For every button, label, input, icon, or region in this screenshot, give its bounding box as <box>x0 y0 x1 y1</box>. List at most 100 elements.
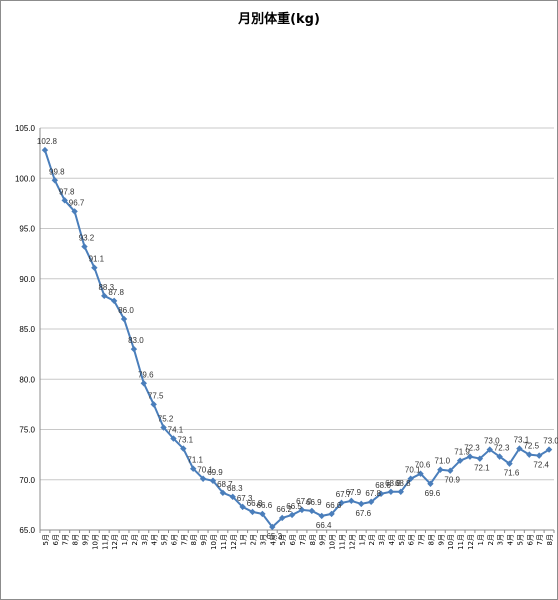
data-point <box>61 197 68 204</box>
data-point <box>170 435 177 442</box>
data-point <box>516 445 523 452</box>
data-label: 66.2 <box>276 505 292 514</box>
data-point <box>120 315 128 323</box>
x-tick-label: 1月 <box>240 534 248 545</box>
data-label: 65.3 <box>266 532 282 541</box>
data-point <box>269 523 276 531</box>
y-tick-label: 70.0 <box>19 476 35 485</box>
data-label: 66.4 <box>316 521 332 530</box>
data-point <box>81 243 88 250</box>
x-tick-label: 1月 <box>358 534 366 545</box>
data-label: 71.1 <box>187 456 203 465</box>
x-tick-label: 9月 <box>437 534 445 545</box>
data-label: 69.9 <box>207 468 223 477</box>
x-tick-label: 4月 <box>507 534 515 545</box>
x-tick-label: 6月 <box>52 534 60 545</box>
x-tick-label: 11月 <box>101 534 109 550</box>
y-tick-label: 80.0 <box>19 375 35 384</box>
data-point <box>259 510 266 518</box>
data-point <box>239 503 246 511</box>
data-label: 73.0 <box>543 437 558 446</box>
data-label: 70.1 <box>405 466 421 475</box>
data-point <box>41 146 49 154</box>
data-label: 75.2 <box>158 414 174 423</box>
data-point <box>456 457 464 464</box>
y-tick-label: 85.0 <box>19 325 35 334</box>
data-point <box>51 177 59 184</box>
x-tick-label: 11月 <box>338 534 346 550</box>
x-tick-label: 7月 <box>418 534 426 545</box>
data-label: 97.8 <box>59 187 75 196</box>
x-tick-label: 8月 <box>190 534 198 545</box>
data-point <box>397 488 404 496</box>
x-tick-label: 3月 <box>378 534 386 545</box>
data-label: 77.5 <box>148 391 164 400</box>
data-point <box>199 475 207 482</box>
data-point <box>219 489 227 497</box>
data-point <box>338 499 345 507</box>
data-point <box>209 477 217 484</box>
data-point <box>160 424 167 431</box>
data-point <box>437 466 444 473</box>
y-tick-label: 105.0 <box>15 124 36 133</box>
x-tick-label: 10月 <box>91 534 99 550</box>
data-label: 68.6 <box>375 481 391 490</box>
data-point <box>486 446 493 453</box>
x-tick-label: 8月 <box>546 534 554 545</box>
data-point <box>140 380 147 387</box>
data-label: 70.9 <box>444 476 460 485</box>
data-label: 68.8 <box>385 479 401 488</box>
data-point <box>328 510 335 518</box>
y-tick-label: 90.0 <box>19 275 35 284</box>
x-tick-label: 2月 <box>368 534 376 545</box>
y-tick-label: 75.0 <box>19 426 35 435</box>
data-point <box>427 480 434 487</box>
data-label: 66.6 <box>326 501 342 510</box>
data-point <box>535 452 543 459</box>
x-tick-label: 8月 <box>427 534 435 545</box>
data-point <box>71 208 78 215</box>
data-label: 70.1 <box>197 466 213 475</box>
y-tick-label: 65.0 <box>19 526 35 535</box>
data-label: 83.0 <box>128 336 144 345</box>
x-tick-label: 11月 <box>220 534 228 550</box>
x-tick-label: 7月 <box>299 534 307 545</box>
x-tick-label: 1月 <box>477 534 485 545</box>
y-tick-label: 100.0 <box>15 174 36 183</box>
x-tick-label: 10月 <box>210 534 218 550</box>
data-point <box>308 507 316 515</box>
data-label: 66.9 <box>306 498 322 507</box>
data-label: 68.3 <box>227 484 243 493</box>
x-tick-label: 7月 <box>536 534 544 545</box>
data-point <box>288 511 296 519</box>
data-label: 73.1 <box>514 436 530 445</box>
data-label: 66.8 <box>247 499 263 508</box>
data-label: 99.8 <box>49 167 65 176</box>
data-label: 91.1 <box>89 255 105 264</box>
data-point <box>249 508 256 516</box>
x-tick-label: 2月 <box>487 534 495 545</box>
data-label: 74.1 <box>168 426 184 435</box>
x-tick-label: 5月 <box>398 534 406 545</box>
data-label: 71.6 <box>504 469 520 478</box>
data-point <box>496 453 503 460</box>
data-point <box>387 488 395 496</box>
y-tick-label: 95.0 <box>19 225 35 234</box>
data-point <box>150 401 157 408</box>
data-label: 71.9 <box>454 448 470 457</box>
x-tick-label: 3月 <box>141 534 149 545</box>
data-point <box>180 445 187 452</box>
x-tick-label: 2月 <box>250 534 258 545</box>
x-tick-label: 5月 <box>161 534 169 545</box>
x-tick-label: 7月 <box>180 534 188 545</box>
x-tick-label: 8月 <box>72 534 80 545</box>
x-tick-label: 9月 <box>81 534 89 545</box>
data-label: 67.8 <box>365 489 381 498</box>
x-tick-label: 6月 <box>170 534 178 545</box>
x-tick-label: 6月 <box>526 534 534 545</box>
x-tick-label: 9月 <box>319 534 327 545</box>
data-point <box>417 470 424 477</box>
data-point <box>466 453 474 460</box>
data-point <box>377 490 385 498</box>
